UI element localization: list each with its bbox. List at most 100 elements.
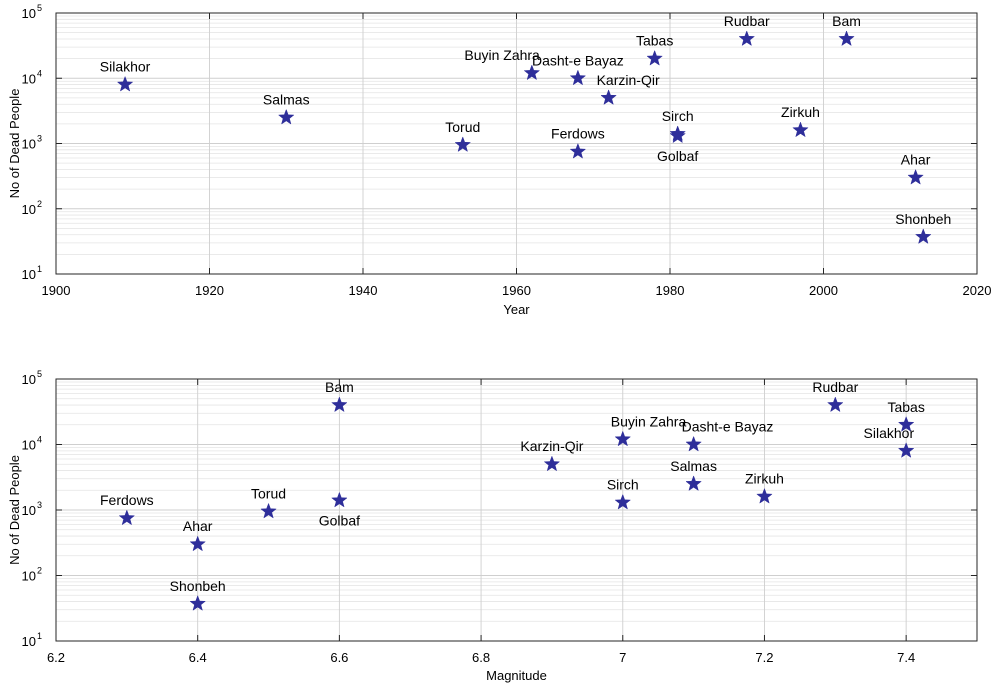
y-tick-exponent: 4 xyxy=(37,435,42,445)
data-point-star xyxy=(827,396,844,413)
data-point-star xyxy=(454,136,472,153)
data-point-star xyxy=(569,69,587,86)
x-tick-label: 1900 xyxy=(42,283,71,298)
y-tick-exponent: 5 xyxy=(37,369,42,379)
x-tick-label: 1940 xyxy=(349,283,378,298)
data-point-star xyxy=(738,30,756,47)
x-axis-label: Year xyxy=(503,302,530,317)
x-tick-label: 6.4 xyxy=(189,650,207,665)
data-point-label: Buyin Zahra xyxy=(611,413,687,429)
y-tick-label: 10 xyxy=(22,202,36,217)
data-point-label: Buyin Zahra xyxy=(464,47,540,63)
x-tick-label: 1980 xyxy=(656,283,685,298)
data-point-star xyxy=(897,416,915,432)
data-point-label: Rudbar xyxy=(812,379,858,395)
y-tick-label: 10 xyxy=(22,438,36,453)
data-point-star xyxy=(523,64,541,81)
data-point-label: Shonbeh xyxy=(170,578,226,594)
data-point-star xyxy=(260,502,277,519)
x-tick-label: 6.6 xyxy=(330,650,348,665)
data-point-label: Golbaf xyxy=(319,512,360,528)
data-point-star xyxy=(331,491,348,508)
y-tick-exponent: 3 xyxy=(37,134,42,144)
x-tick-label: 7.2 xyxy=(755,650,773,665)
data-point-star xyxy=(543,455,561,472)
x-tick-label: 6.8 xyxy=(472,650,490,665)
y-axis-label: No of Dead People xyxy=(7,455,22,565)
y-tick-exponent: 2 xyxy=(37,566,42,576)
data-point-label: Ferdows xyxy=(100,492,154,508)
data-point-label: Karzin-Qir xyxy=(597,72,660,88)
y-tick-label: 10 xyxy=(22,71,36,86)
y-tick-exponent: 3 xyxy=(37,500,42,510)
grid xyxy=(55,12,978,275)
data-point-label: Golbaf xyxy=(657,148,698,164)
y-tick-label: 10 xyxy=(22,6,36,21)
data-point-star xyxy=(907,168,924,185)
data-point-label: Karzin-Qir xyxy=(520,438,583,454)
x-axis-label: Magnitude xyxy=(486,668,547,683)
y-tick-label: 10 xyxy=(22,569,36,584)
data-point-label: Silakhor xyxy=(100,59,151,75)
y-tick-label: 10 xyxy=(22,634,36,649)
data-point-star xyxy=(331,396,348,413)
data-point-star xyxy=(569,142,587,159)
x-tick-label: 7.4 xyxy=(897,650,915,665)
data-point-label: Tabas xyxy=(887,399,924,415)
data-point-label: Salmas xyxy=(263,92,310,108)
data-point-label: Sirch xyxy=(607,477,639,493)
data-point-label: Bam xyxy=(325,379,354,395)
data-point-star xyxy=(600,89,617,105)
y-tick-exponent: 4 xyxy=(37,68,42,78)
x-tick-label: 2000 xyxy=(809,283,838,298)
data-point-label: Dasht-e Bayaz xyxy=(682,419,774,435)
y-tick-exponent: 5 xyxy=(37,3,42,13)
data-point-label: Bam xyxy=(832,13,861,29)
x-tick-label: 1960 xyxy=(502,283,531,298)
data-point-label: Ferdows xyxy=(551,126,605,142)
data-point-star xyxy=(897,442,915,458)
data-point-label: Tabas xyxy=(636,33,673,49)
data-point-label: Torud xyxy=(251,485,286,501)
data-point-star xyxy=(756,487,773,504)
data-point-label: Zirkuh xyxy=(745,471,784,487)
data-point-star xyxy=(914,228,932,244)
data-point-star xyxy=(118,509,136,526)
data-point-label: Silakhor xyxy=(864,425,915,441)
data-point-label: Shonbeh xyxy=(895,211,951,227)
data-point-star xyxy=(669,127,686,144)
data-point-label: Salmas xyxy=(670,458,717,474)
data-point-label: Dasht-e Bayaz xyxy=(532,52,624,68)
data-point-label: Ahar xyxy=(183,518,213,534)
data-point-label: Zirkuh xyxy=(781,104,820,120)
data-point-label: Sirch xyxy=(662,108,694,124)
data-point-star xyxy=(189,595,206,611)
data-point-star xyxy=(614,493,632,510)
y-tick-exponent: 2 xyxy=(37,199,42,209)
data-point-star xyxy=(189,535,206,552)
y-tick-label: 10 xyxy=(22,267,36,282)
y-tick-label: 10 xyxy=(22,503,36,518)
data-point-label: Rudbar xyxy=(724,13,770,29)
data-point-star xyxy=(685,475,702,491)
x-tick-label: 1920 xyxy=(195,283,224,298)
data-point-star xyxy=(646,49,663,66)
data-point-label: Torud xyxy=(445,119,480,135)
data-point-star xyxy=(116,75,134,92)
data-point-star xyxy=(685,435,702,452)
data-point-label: Ahar xyxy=(901,152,931,168)
data-point-star xyxy=(838,30,855,47)
x-tick-label: 6.2 xyxy=(47,650,65,665)
data-point-star xyxy=(277,108,295,125)
data-point-star xyxy=(614,430,632,447)
x-tick-label: 2020 xyxy=(963,283,992,298)
x-tick-label: 7 xyxy=(619,650,626,665)
y-tick-exponent: 1 xyxy=(37,631,42,641)
data-point-star xyxy=(792,121,809,138)
y-tick-label: 10 xyxy=(22,137,36,152)
y-tick-label: 10 xyxy=(22,372,36,387)
y-axis-label: No of Dead People xyxy=(7,89,22,199)
